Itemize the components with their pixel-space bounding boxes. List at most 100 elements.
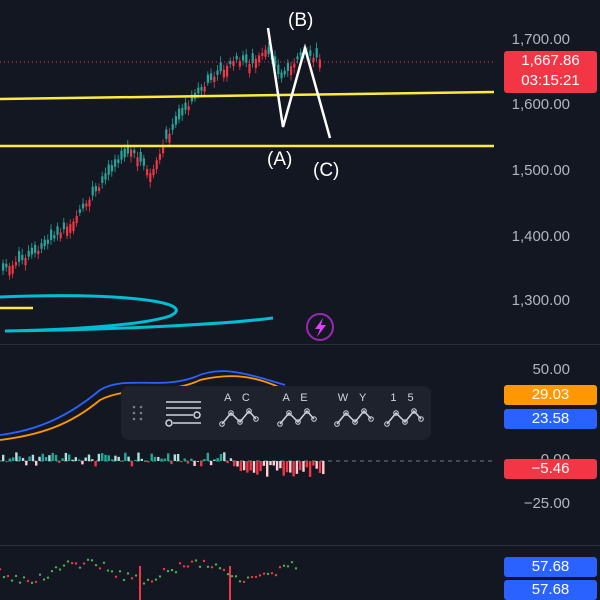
histogram-bar: [170, 461, 173, 465]
histogram-bar: [110, 459, 114, 461]
histogram-bar: [233, 461, 236, 467]
histogram-bar: [180, 461, 183, 463]
list-settings-icon[interactable]: [165, 401, 201, 427]
histogram-bar: [295, 461, 299, 474]
indicator-dot: [34, 580, 38, 584]
candle-body: [46, 239, 49, 244]
lightning-icon[interactable]: [306, 313, 334, 341]
candle-body: [162, 145, 165, 154]
indicator-dot: [286, 565, 290, 568]
candle-body: [200, 87, 203, 91]
histogram-bar: [256, 461, 259, 475]
histogram-bar: [176, 453, 180, 461]
indicator-dot: [162, 567, 166, 571]
oscillator-chart: [0, 370, 494, 477]
indicator-dot: [242, 580, 246, 584]
histogram-bar: [183, 458, 186, 461]
histogram-bar: [107, 455, 110, 461]
histogram-bar: [299, 461, 302, 471]
indicator-dot: [282, 564, 286, 567]
candle-body: [280, 72, 283, 79]
candle-body: [197, 87, 200, 94]
wave-tool-abc[interactable]: A C: [218, 386, 260, 440]
indicator-dot: [30, 581, 34, 585]
histogram-bar: [305, 461, 308, 468]
indicator-dot: [218, 567, 222, 570]
pane-divider[interactable]: [0, 545, 600, 546]
indicator-dot: [250, 575, 254, 579]
candle-body: [120, 150, 123, 160]
histogram-bar: [21, 457, 25, 461]
histogram-bar: [87, 454, 91, 461]
candle-body: [66, 226, 69, 236]
candle-body: [158, 154, 161, 160]
histogram-bar: [216, 458, 219, 461]
candle-body: [34, 244, 37, 254]
candle-body: [2, 263, 5, 271]
histogram-bar: [77, 459, 81, 461]
indicator-dot: [38, 573, 42, 576]
candle-body: [107, 164, 110, 175]
indicator-dot: [206, 565, 210, 569]
pane-divider[interactable]: [0, 344, 600, 345]
indicator-dot: [102, 561, 106, 564]
indicator-dot: [82, 562, 86, 565]
wave-tool-abcde[interactable]: A E: [276, 386, 318, 440]
candle-body: [251, 53, 254, 64]
histogram-bar: [318, 461, 322, 473]
indicator-dot: [46, 576, 50, 579]
candle-body: [174, 116, 177, 125]
wave-label-a[interactable]: (A): [267, 149, 293, 170]
histogram-bar: [289, 461, 292, 473]
candle-body: [50, 229, 53, 240]
wave-tool-label: A E: [282, 392, 312, 404]
indicator-dot: [110, 570, 114, 573]
histogram-bar: [114, 455, 117, 461]
histogram-bar: [259, 461, 262, 472]
oscillator-pane[interactable]: 50.00 0.00 −25.00 29.03 23.58 −5.46: [0, 345, 600, 545]
candle-body: [69, 224, 72, 233]
wave-tool-wxy[interactable]: W Y: [333, 386, 375, 440]
histogram-bar: [186, 461, 190, 464]
indicator-dot: [22, 576, 26, 579]
drag-handle-icon[interactable]: [132, 405, 143, 421]
wave-label-b[interactable]: (B): [288, 10, 314, 31]
candle-body: [318, 59, 321, 68]
histogram-bar: [200, 461, 203, 467]
indicator-dot: [50, 569, 54, 573]
candle-body: [24, 257, 27, 266]
candle-body: [110, 165, 113, 172]
candle-body: [178, 108, 181, 120]
candle-body: [290, 66, 293, 76]
indicator-dot: [174, 571, 178, 574]
candle-body: [117, 159, 120, 163]
candle-body: [299, 52, 302, 56]
histogram-bar: [312, 461, 315, 466]
indicator-dot: [90, 559, 94, 562]
wave-tool-impulse[interactable]: 1 5: [383, 386, 425, 440]
wave-tool-label: 1 5: [390, 392, 418, 404]
histogram-bar: [18, 456, 21, 461]
macd-line-blue: [0, 370, 286, 436]
candle-body: [277, 64, 280, 75]
indicator-dot: [150, 580, 154, 583]
indicator-dot: [158, 575, 162, 578]
indicator-dot: [166, 569, 170, 573]
indicator-dot: [106, 569, 110, 572]
wave-label-c[interactable]: (C): [313, 160, 340, 181]
candle-body: [296, 56, 299, 60]
price-pane[interactable]: 1,700.00 1,600.00 1,500.00 1,400.00 1,30…: [0, 0, 600, 344]
candle-body: [216, 70, 219, 75]
histogram-bar: [282, 461, 285, 476]
histogram-bar: [160, 458, 163, 461]
histogram-bar: [322, 461, 325, 475]
histogram-bar: [173, 454, 176, 461]
bottom-pane[interactable]: 57.68 57.68: [0, 546, 600, 600]
candle-body: [274, 56, 277, 67]
price-axis-label: 1,700.00: [511, 31, 570, 48]
candle-body: [242, 55, 245, 61]
histogram-bar: [266, 461, 269, 477]
histogram-bar: [163, 458, 167, 461]
wave-tool-label: W Y: [337, 392, 371, 404]
candle-body: [43, 239, 46, 247]
